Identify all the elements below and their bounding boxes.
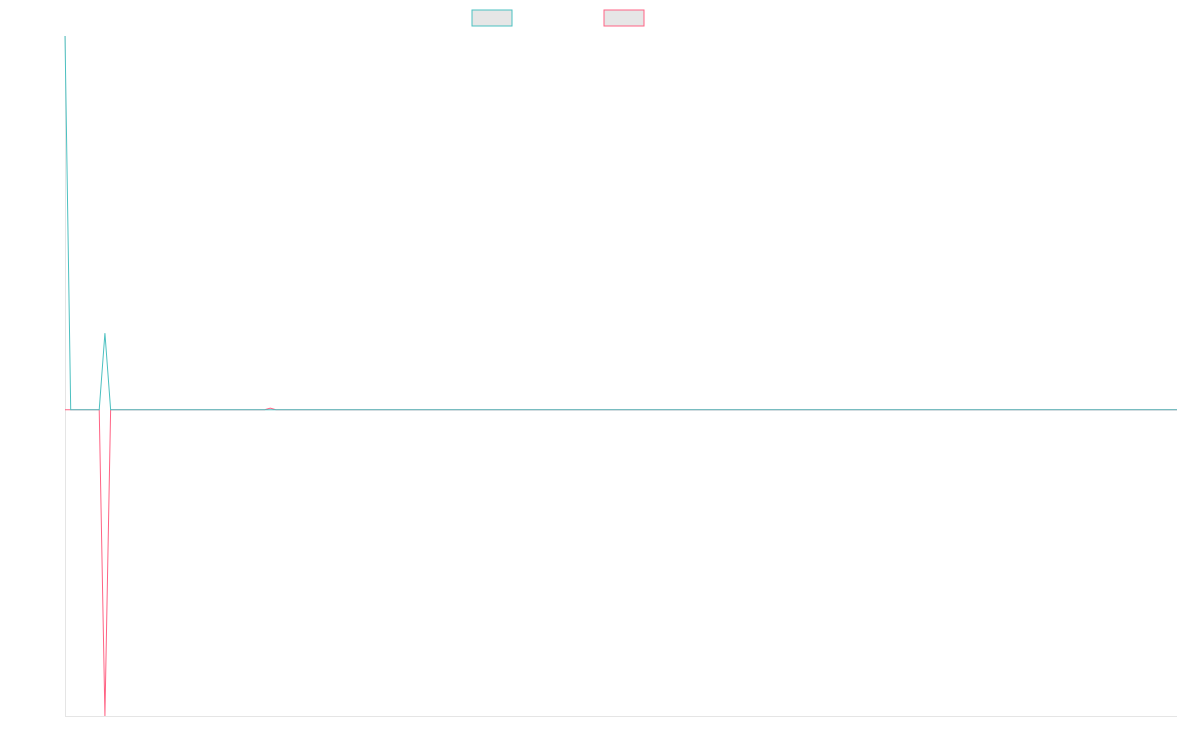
series-line-b[interactable] <box>65 407 1177 717</box>
series-line-a[interactable] <box>64 35 1177 411</box>
legend-swatch-series-b[interactable] <box>603 9 645 27</box>
series-layer <box>64 35 1177 717</box>
legend-swatch-series-a[interactable] <box>471 9 513 27</box>
legend <box>471 9 645 27</box>
